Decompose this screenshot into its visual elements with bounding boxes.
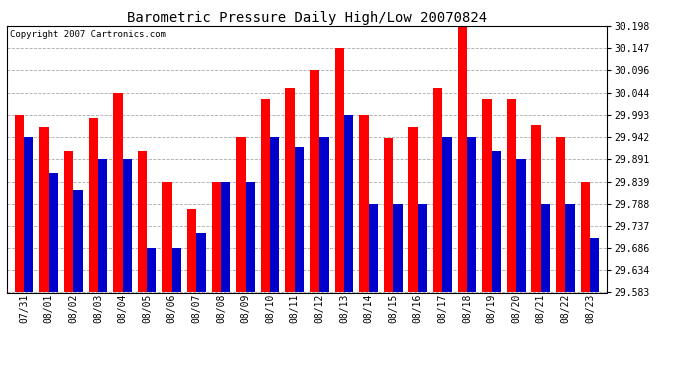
Bar (24, 137, 34, 292)
Bar (236, 137, 246, 292)
Bar (270, 137, 279, 292)
Bar (113, 93, 123, 292)
Bar (417, 204, 427, 292)
Bar (221, 182, 230, 292)
Bar (295, 147, 304, 292)
Bar (49, 172, 58, 292)
Bar (516, 159, 526, 292)
Bar (384, 138, 393, 292)
Bar (565, 204, 575, 292)
Bar (286, 88, 295, 292)
Bar (335, 48, 344, 292)
Bar (467, 137, 476, 292)
Bar (359, 115, 368, 292)
Bar (531, 125, 541, 292)
Bar (73, 190, 83, 292)
Bar (187, 209, 197, 292)
Bar (457, 26, 467, 292)
Bar (319, 137, 328, 292)
Bar (580, 182, 590, 292)
Bar (147, 248, 157, 292)
Bar (408, 127, 417, 292)
Bar (261, 99, 270, 292)
Bar (442, 137, 452, 292)
Bar (433, 88, 442, 292)
Bar (246, 182, 255, 292)
Bar (368, 204, 378, 292)
Bar (162, 182, 172, 292)
Bar (393, 204, 402, 292)
Bar (64, 151, 73, 292)
Bar (556, 137, 565, 292)
Bar (507, 99, 516, 292)
Bar (88, 118, 98, 292)
Bar (541, 204, 550, 292)
Bar (123, 159, 132, 292)
Bar (39, 127, 49, 292)
Bar (98, 159, 107, 292)
Title: Barometric Pressure Daily High/Low 20070824: Barometric Pressure Daily High/Low 20070… (127, 11, 487, 25)
Bar (197, 233, 206, 292)
Bar (491, 151, 501, 292)
Bar (482, 99, 491, 292)
Text: Copyright 2007 Cartronics.com: Copyright 2007 Cartronics.com (10, 30, 166, 39)
Bar (138, 151, 147, 292)
Bar (14, 115, 24, 292)
Bar (310, 70, 319, 292)
Bar (172, 248, 181, 292)
Bar (590, 237, 600, 292)
Bar (212, 182, 221, 292)
Bar (344, 115, 353, 292)
